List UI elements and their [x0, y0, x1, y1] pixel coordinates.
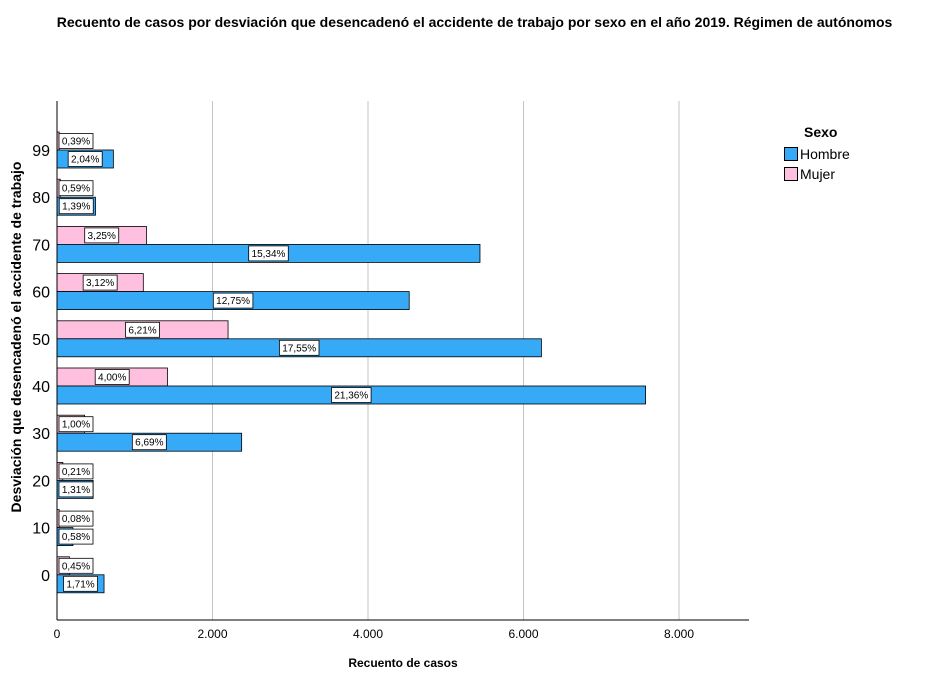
data-label-box: [212, 292, 254, 309]
data-label: 0,39%: [62, 137, 90, 148]
data-label-box: [58, 133, 94, 149]
gridlines: [212, 101, 680, 620]
data-label: 1,39%: [62, 202, 90, 213]
data-label: 21,36%: [334, 391, 368, 402]
data-label-box: [67, 151, 103, 167]
y-axis-title: Desviación que desencadenó el accidente …: [8, 162, 24, 513]
data-label-box: [331, 387, 372, 403]
data-label: 12,75%: [216, 296, 250, 307]
y-tick-label: 0: [41, 568, 50, 585]
data-label: 1,00%: [62, 420, 90, 431]
data-label-box: [58, 180, 94, 197]
y-tick-label: 50: [32, 332, 50, 349]
data-label: 2,04%: [71, 155, 99, 166]
data-label: 0,59%: [62, 184, 90, 195]
data-label: 15,34%: [252, 249, 286, 260]
data-label: 3,12%: [86, 278, 114, 289]
data-label-box: [63, 575, 98, 592]
data-label: 0,58%: [62, 532, 90, 543]
legend-swatch-hombre: [784, 147, 798, 161]
data-label-box: [58, 463, 94, 480]
y-tick-label: 20: [32, 473, 50, 490]
data-label-box: [84, 227, 120, 244]
legend: Sexo Hombre Mujer: [784, 124, 850, 184]
x-tick-label: 6.000: [509, 627, 539, 641]
axes: [56, 101, 749, 621]
data-label: 6,21%: [128, 325, 156, 336]
data-label-box: [58, 557, 94, 574]
data-label-box: [82, 274, 118, 291]
y-tick-label: 99: [32, 143, 50, 160]
x-axis-title: Recuento de casos: [348, 656, 458, 670]
data-label: 0,45%: [62, 561, 90, 572]
data-label-box: [94, 369, 130, 385]
bars: [56, 131, 646, 594]
legend-swatch-mujer: [784, 167, 798, 181]
y-tick-label: 80: [32, 190, 50, 207]
tick-labels: 0 2.000 4.000 6.000 8.000 99 80 70 60 50 40 30 20 10 0: [32, 143, 694, 641]
data-label-box: [278, 339, 320, 356]
y-tick-label: 10: [32, 521, 50, 538]
x-tick-label: 0: [54, 627, 61, 641]
y-tick-label: 70: [32, 237, 50, 254]
chart-title: Recuento de casos por desviación que des…: [56, 14, 893, 30]
data-label: 4,00%: [98, 373, 126, 384]
data-label-box: [58, 416, 94, 433]
data-label-box: [248, 245, 289, 262]
data-label: 6,69%: [135, 438, 163, 449]
data-label: 0,08%: [62, 514, 90, 525]
x-tick-label: 2.000: [197, 627, 227, 641]
legend-label-mujer: Mujer: [800, 166, 836, 182]
data-label: 3,25%: [88, 231, 116, 242]
legend-item-hombre: Hombre: [784, 144, 850, 164]
legend-title: Sexo: [804, 124, 838, 140]
data-labels: 0,39% 2,04% 0,59% 1,39% 3,25% 15,34% 3,12% 12,7…: [58, 133, 372, 592]
data-label: 17,55%: [282, 343, 316, 354]
y-tick-label: 30: [32, 426, 50, 443]
x-tick-label: 4.000: [353, 627, 383, 641]
data-label-box: [131, 434, 167, 451]
data-label: 1,71%: [66, 579, 94, 590]
data-label: 1,31%: [62, 485, 90, 496]
x-tick-label: 8.000: [664, 627, 694, 641]
y-tick-label: 40: [32, 379, 50, 396]
data-label-box: [58, 510, 94, 527]
data-label-box: [58, 481, 94, 498]
data-label: 0,21%: [62, 467, 90, 478]
legend-label-hombre: Hombre: [800, 146, 850, 162]
data-label-box: [58, 528, 94, 545]
data-label-box: [58, 198, 94, 215]
data-label-box: [125, 321, 160, 338]
legend-item-mujer: Mujer: [784, 164, 850, 184]
y-tick-label: 60: [32, 285, 50, 302]
